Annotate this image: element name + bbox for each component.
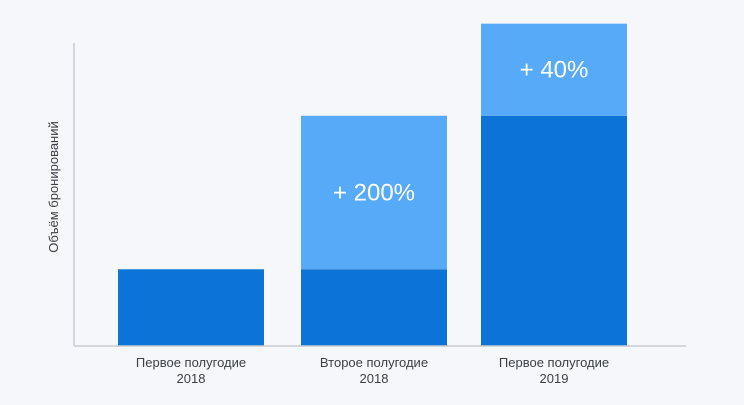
x-tick-label-2-line-2: 2018 bbox=[360, 371, 389, 386]
x-tick-label-2-line-1: Второе полугодие bbox=[320, 355, 428, 370]
bar-2-segment-2 bbox=[301, 115, 447, 270]
bar-3-segment-1 bbox=[481, 115, 627, 346]
y-axis-label: Объём бронирований bbox=[46, 121, 61, 253]
x-tick-label-1-line-1: Первое полугодие bbox=[136, 355, 246, 370]
x-tick-label-1-line-2: 2018 bbox=[177, 371, 206, 386]
x-tick-label-3-line-2: 2019 bbox=[540, 371, 569, 386]
bar-3-growth-label: + 40% bbox=[520, 57, 589, 84]
bar-3-segment-2 bbox=[481, 23, 627, 116]
annotations-group: + 200% + 40% bbox=[333, 57, 588, 207]
bars-group bbox=[118, 23, 627, 346]
bar-2-segment-1 bbox=[301, 269, 447, 346]
bar-2-growth-label: + 200% bbox=[333, 180, 415, 207]
bar-1-segment-1 bbox=[118, 269, 264, 346]
x-tick-label-3-line-1: Первое полугодие bbox=[499, 355, 609, 370]
